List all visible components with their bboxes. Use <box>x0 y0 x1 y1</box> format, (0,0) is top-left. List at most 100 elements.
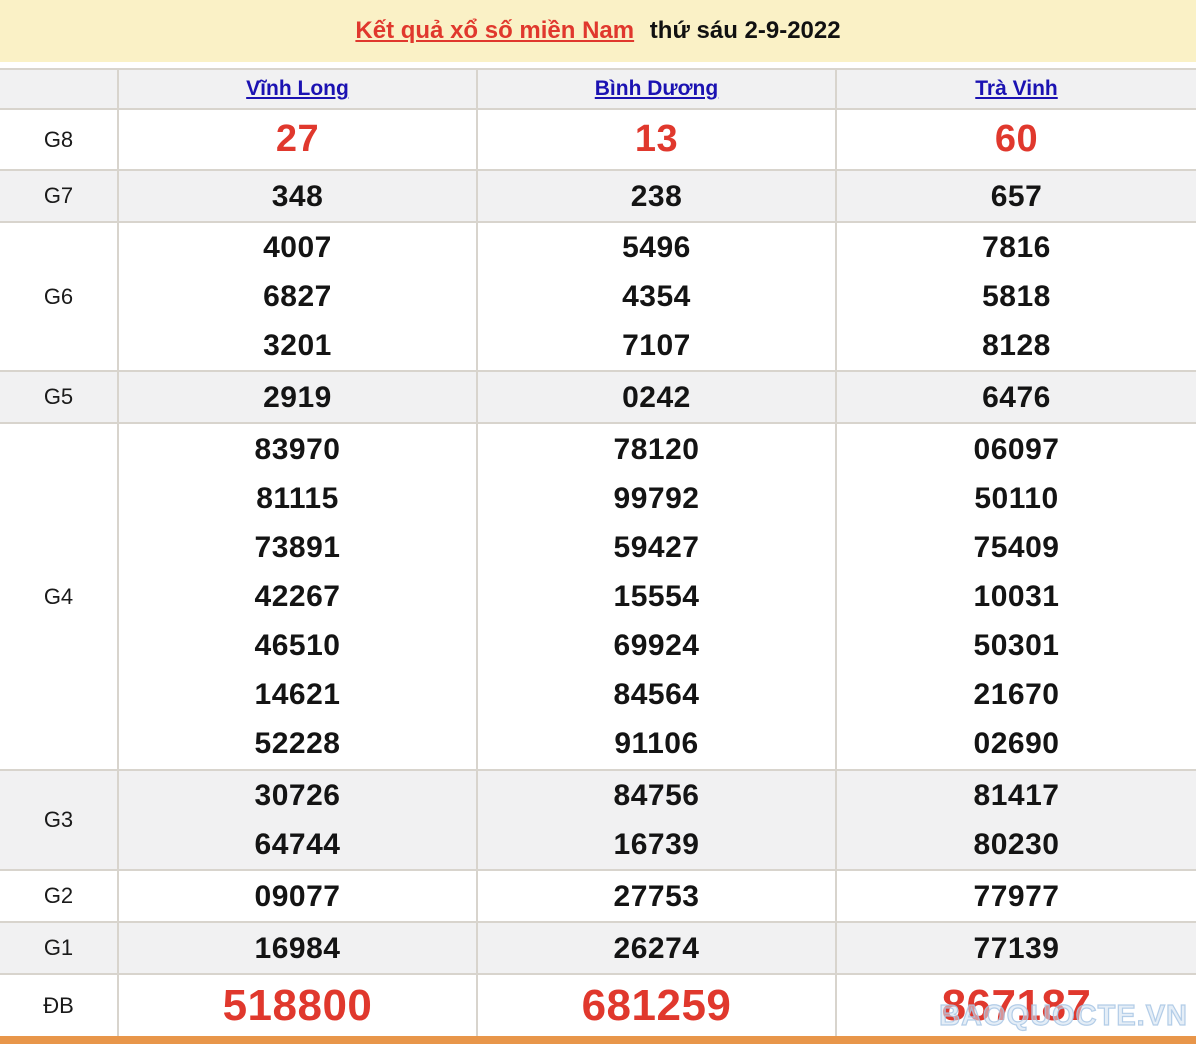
prize-label: G3 <box>0 769 119 871</box>
result-cell: 60 <box>835 108 1196 171</box>
province-link-vinh-long[interactable]: Vĩnh Long <box>246 77 349 100</box>
result-cell: 2919 <box>117 370 478 424</box>
result-cell: 681259 <box>476 973 837 1039</box>
result-number: 81417 <box>973 779 1060 812</box>
result-cell: 27 <box>117 108 478 171</box>
result-number: 69924 <box>613 629 700 662</box>
result-number: 867187 <box>941 981 1092 1030</box>
result-number: 84564 <box>613 678 700 711</box>
result-number: 5818 <box>982 280 1051 313</box>
result-cell: 6476 <box>835 370 1196 424</box>
result-number: 91106 <box>614 727 699 760</box>
result-number: 13 <box>634 118 679 160</box>
result-cell: 657 <box>835 169 1196 223</box>
result-number: 06097 <box>973 433 1060 466</box>
result-cell: 13 <box>476 108 837 171</box>
header-row: Vĩnh Long Bình Dương Trà Vinh <box>0 68 1196 110</box>
result-number: 3201 <box>263 329 332 362</box>
result-number: 16739 <box>613 828 700 861</box>
result-cell: 78120 99792 59427 15554 69924 84564 9110… <box>476 422 837 771</box>
prize-label: G6 <box>0 221 119 372</box>
result-cell: 5496 4354 7107 <box>476 221 837 372</box>
title-link[interactable]: Kết quả xổ số miền Nam <box>355 17 635 44</box>
table-row-g7: G7 348 238 657 <box>0 169 1196 223</box>
result-number: 681259 <box>581 981 732 1030</box>
table-row-g6: G6 4007 6827 3201 5496 4354 7107 7816 58… <box>0 221 1196 372</box>
result-number: 7816 <box>982 231 1051 264</box>
prize-label: G5 <box>0 370 119 424</box>
result-number: 16984 <box>254 931 341 965</box>
result-number: 59427 <box>613 531 700 564</box>
result-number: 8128 <box>982 329 1051 362</box>
table-row-db: ĐB 518800 681259 867187 <box>0 973 1196 1039</box>
result-number: 84756 <box>613 779 700 812</box>
result-number: 5496 <box>622 231 691 264</box>
table-row-g5: G5 2919 0242 6476 <box>0 370 1196 424</box>
result-number: 50110 <box>974 482 1059 515</box>
result-number: 238 <box>630 179 683 213</box>
result-number: 30726 <box>254 779 341 812</box>
prize-label: G7 <box>0 169 119 223</box>
title-bar: Kết quả xổ số miền Nam thứ sáu 2-9-2022 <box>0 0 1196 62</box>
result-cell: 83970 81115 73891 42267 46510 14621 5222… <box>117 422 478 771</box>
prize-label: ĐB <box>0 973 119 1039</box>
result-number: 0242 <box>622 380 691 414</box>
result-cell: 238 <box>476 169 837 223</box>
result-cell: 4007 6827 3201 <box>117 221 478 372</box>
result-number: 21670 <box>973 678 1060 711</box>
result-number: 64744 <box>254 828 341 861</box>
result-cell: 0242 <box>476 370 837 424</box>
result-number: 52228 <box>254 727 341 760</box>
result-cell: 77139 <box>835 921 1196 975</box>
table-row-g8: G8 27 13 60 <box>0 108 1196 171</box>
result-number: 6827 <box>263 280 332 313</box>
result-number: 2919 <box>263 380 332 414</box>
result-number: 7107 <box>622 329 691 362</box>
result-number: 99792 <box>613 482 700 515</box>
result-number: 518800 <box>222 981 373 1030</box>
result-number: 60 <box>994 118 1039 160</box>
prize-label: G2 <box>0 869 119 923</box>
result-number: 46510 <box>254 629 341 662</box>
bottom-accent-bar <box>0 1036 1196 1044</box>
result-number: 02690 <box>973 727 1060 760</box>
result-number: 78120 <box>613 433 700 466</box>
result-cell: 26274 <box>476 921 837 975</box>
result-number: 77139 <box>973 931 1060 965</box>
result-number: 50301 <box>973 629 1060 662</box>
result-number: 15554 <box>613 580 700 613</box>
result-cell: 7816 5818 8128 <box>835 221 1196 372</box>
province-header-vinh-long: Vĩnh Long <box>117 68 478 110</box>
result-cell: 348 <box>117 169 478 223</box>
prize-label: G4 <box>0 422 119 771</box>
result-cell: 867187 <box>835 973 1196 1039</box>
province-link-binh-duong[interactable]: Bình Dương <box>594 77 719 100</box>
result-cell: 16984 <box>117 921 478 975</box>
table-row-g1: G1 16984 26274 77139 <box>0 921 1196 975</box>
table-row-g3: G3 30726 64744 84756 16739 81417 80230 <box>0 769 1196 871</box>
result-number: 26274 <box>613 931 700 965</box>
result-number: 6476 <box>982 380 1051 414</box>
page-title: Kết quả xổ số miền Nam thứ sáu 2-9-2022 <box>355 17 840 45</box>
result-number: 81115 <box>256 482 339 515</box>
result-number: 27753 <box>613 879 700 913</box>
result-number: 348 <box>271 179 324 213</box>
result-number: 10031 <box>973 580 1060 613</box>
result-cell: 06097 50110 75409 10031 50301 21670 0269… <box>835 422 1196 771</box>
province-header-tra-vinh: Trà Vinh <box>835 68 1196 110</box>
result-number: 4007 <box>263 231 332 264</box>
result-cell: 09077 <box>117 869 478 923</box>
result-number: 657 <box>990 179 1043 213</box>
prize-label: G1 <box>0 921 119 975</box>
result-number: 09077 <box>254 879 341 913</box>
result-number: 14621 <box>254 678 341 711</box>
result-cell: 77977 <box>835 869 1196 923</box>
result-number: 42267 <box>254 580 341 613</box>
result-cell: 81417 80230 <box>835 769 1196 871</box>
title-date: thứ sáu 2-9-2022 <box>649 17 841 44</box>
province-link-tra-vinh[interactable]: Trà Vinh <box>975 77 1058 100</box>
result-number: 73891 <box>254 531 341 564</box>
result-cell: 27753 <box>476 869 837 923</box>
result-number: 77977 <box>973 879 1060 913</box>
